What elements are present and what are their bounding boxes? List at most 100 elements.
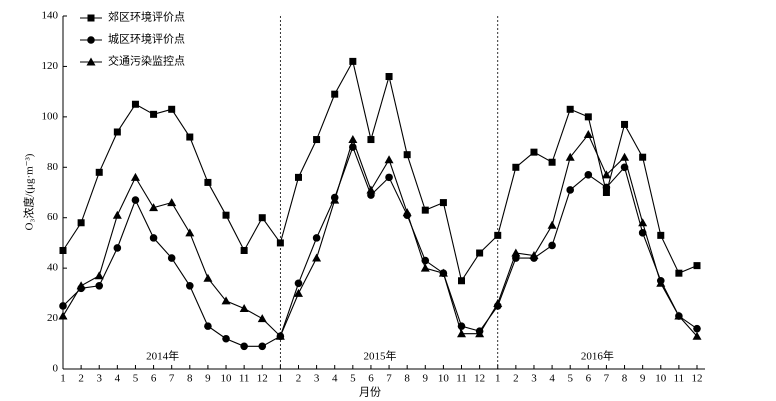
marker bbox=[131, 196, 140, 204]
x-tick-label: 12 bbox=[257, 373, 268, 385]
x-tick-label: 9 bbox=[423, 373, 429, 385]
marker bbox=[59, 302, 67, 310]
marker bbox=[512, 163, 520, 171]
x-axis-label: 月份 bbox=[359, 386, 381, 399]
x-tick-label: 4 bbox=[332, 373, 338, 385]
y-tick-label: 140 bbox=[42, 10, 59, 22]
marker bbox=[674, 311, 684, 320]
marker bbox=[240, 342, 248, 351]
x-tick-label: 1 bbox=[60, 373, 66, 385]
x-tick-label: 6 bbox=[368, 373, 374, 385]
marker bbox=[384, 155, 394, 164]
x-tick-label: 1 bbox=[278, 373, 284, 385]
marker bbox=[530, 148, 538, 156]
marker bbox=[475, 329, 485, 338]
x-tick-label: 6 bbox=[151, 373, 157, 385]
marker bbox=[566, 186, 574, 194]
marker bbox=[204, 178, 212, 186]
marker bbox=[675, 269, 683, 277]
marker bbox=[149, 234, 158, 242]
marker bbox=[330, 195, 340, 204]
marker bbox=[547, 220, 557, 229]
series-line bbox=[62, 133, 698, 338]
x-tick-label: 2 bbox=[296, 373, 302, 385]
x-tick-label: 4 bbox=[549, 373, 555, 385]
marker bbox=[94, 271, 104, 280]
marker bbox=[566, 105, 574, 113]
marker bbox=[222, 211, 230, 219]
marker bbox=[76, 281, 86, 290]
marker bbox=[602, 189, 610, 196]
x-tick-label: 7 bbox=[386, 373, 392, 385]
x-tick-label: 8 bbox=[187, 373, 193, 385]
year-label: 2015年 bbox=[364, 349, 397, 363]
x-tick-label: 12 bbox=[692, 373, 703, 385]
marker bbox=[548, 158, 556, 166]
marker bbox=[420, 263, 430, 272]
marker bbox=[638, 218, 648, 227]
y-tick-label: 100 bbox=[42, 110, 59, 122]
marker bbox=[77, 219, 85, 227]
marker bbox=[402, 208, 412, 217]
x-tick-label: 10 bbox=[655, 373, 667, 385]
marker bbox=[421, 206, 429, 214]
marker bbox=[86, 57, 96, 66]
x-tick-label: 4 bbox=[115, 373, 121, 385]
marker bbox=[167, 254, 176, 262]
x-tick-label: 8 bbox=[622, 373, 628, 385]
marker bbox=[167, 198, 177, 207]
marker bbox=[494, 231, 502, 239]
y-tick-label: 40 bbox=[47, 262, 59, 274]
marker bbox=[692, 331, 702, 340]
marker bbox=[657, 231, 665, 239]
year-label: 2014年 bbox=[146, 349, 179, 363]
marker bbox=[58, 311, 68, 320]
x-tick-label: 10 bbox=[221, 373, 233, 385]
marker bbox=[87, 36, 95, 44]
y-tick-label: 80 bbox=[47, 161, 59, 173]
marker bbox=[367, 136, 375, 144]
marker bbox=[693, 262, 701, 270]
marker bbox=[656, 278, 666, 287]
x-tick-label: 8 bbox=[404, 373, 410, 385]
x-tick-label: 9 bbox=[205, 373, 211, 385]
marker bbox=[312, 234, 321, 242]
marker bbox=[95, 281, 104, 290]
marker bbox=[113, 244, 122, 252]
marker bbox=[185, 228, 195, 237]
marker bbox=[87, 14, 95, 22]
marker bbox=[293, 288, 303, 297]
marker bbox=[476, 249, 484, 257]
x-tick-label: 7 bbox=[604, 373, 610, 385]
marker bbox=[639, 153, 647, 161]
marker bbox=[313, 136, 321, 144]
marker bbox=[312, 253, 322, 262]
marker bbox=[221, 296, 231, 305]
marker bbox=[385, 173, 393, 182]
marker bbox=[240, 246, 248, 254]
marker bbox=[620, 152, 630, 161]
x-tick-label: 11 bbox=[674, 373, 685, 385]
marker bbox=[457, 329, 467, 338]
marker bbox=[439, 199, 447, 207]
x-tick-label: 2 bbox=[78, 373, 84, 385]
x-tick-label: 12 bbox=[474, 373, 485, 385]
legend-label: 交通污染监控点 bbox=[108, 54, 185, 68]
marker bbox=[131, 100, 139, 108]
marker bbox=[294, 173, 302, 181]
marker bbox=[275, 331, 285, 340]
marker bbox=[385, 73, 393, 81]
x-tick-label: 5 bbox=[350, 373, 356, 385]
marker bbox=[584, 171, 593, 179]
marker bbox=[59, 246, 67, 254]
x-tick-label: 5 bbox=[567, 373, 573, 385]
marker bbox=[602, 183, 611, 192]
marker bbox=[294, 279, 303, 288]
marker bbox=[112, 210, 122, 219]
marker bbox=[458, 277, 466, 285]
x-tick-label: 11 bbox=[456, 373, 467, 385]
marker bbox=[493, 298, 503, 307]
marker bbox=[276, 239, 284, 247]
marker bbox=[548, 241, 556, 250]
marker bbox=[203, 273, 213, 282]
